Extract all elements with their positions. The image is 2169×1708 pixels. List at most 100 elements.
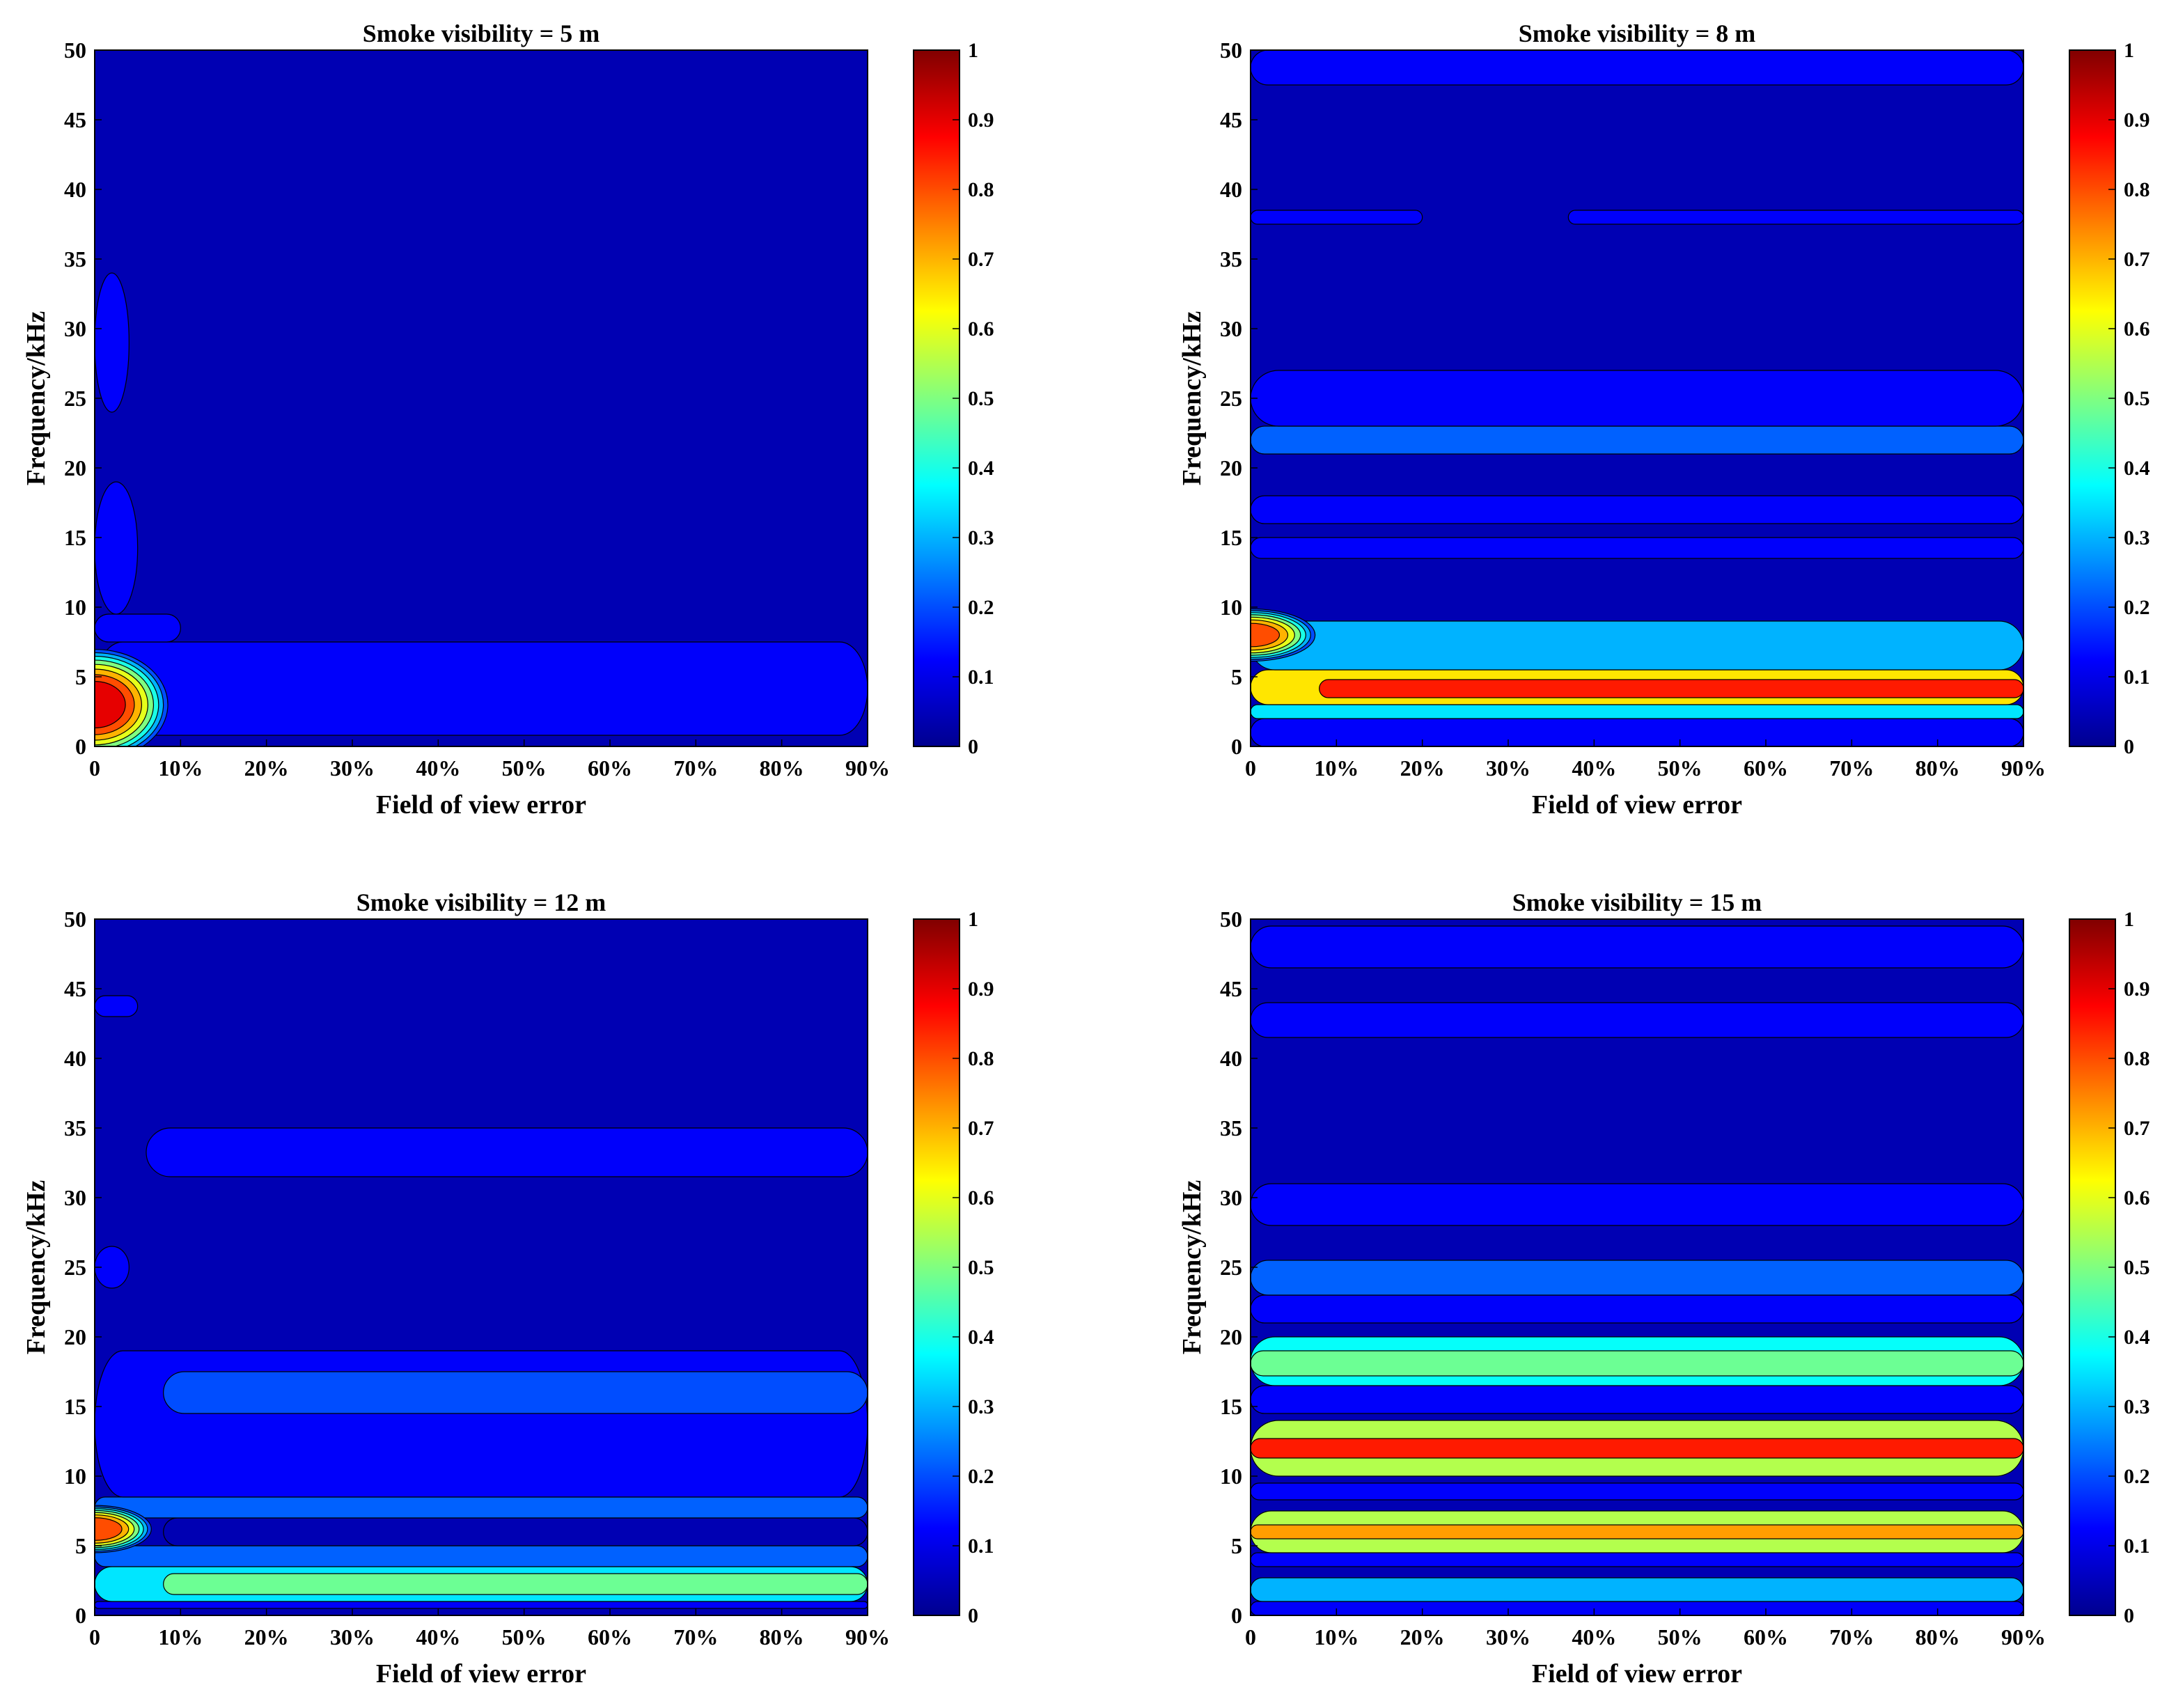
contour-band	[1251, 370, 2023, 427]
contour-band	[1567, 210, 2023, 225]
y-tick-label: 10	[1220, 595, 1242, 620]
colorbar-tick-label: 0.6	[2124, 1186, 2150, 1209]
colorbar-tick-label: 0	[2124, 735, 2134, 758]
y-tick-label: 15	[1220, 1394, 1242, 1419]
colorbar-tick-label: 1	[968, 908, 978, 931]
y-tick-label: 15	[64, 1394, 86, 1419]
y-tick-label: 30	[1220, 1185, 1242, 1210]
x-tick-label: 30%	[1486, 755, 1530, 781]
x-tick-label: 60%	[1744, 755, 1788, 781]
plot-area-4	[1250, 918, 2024, 1616]
colorbar-tick-label: 0.7	[2124, 1117, 2150, 1140]
contour-band	[1251, 1552, 2023, 1567]
x-tick-label: 50%	[1658, 1624, 1702, 1650]
colorbar-tick-label: 0.4	[2124, 1326, 2150, 1349]
x-tick-label: 70%	[1829, 1624, 1874, 1650]
y-tick-label: 20	[1220, 1324, 1242, 1349]
x-tick-label: 0	[1245, 1624, 1256, 1650]
contour-band	[1251, 537, 2023, 559]
contour-band	[1251, 1294, 2023, 1324]
colorbar-tick-label: 0.9	[2124, 978, 2150, 1001]
peak-contour	[1251, 622, 1281, 648]
y-tick-label: 5	[1231, 1533, 1242, 1558]
x-tick-label: 30%	[330, 1624, 375, 1650]
x-tick-label: 80%	[760, 755, 804, 781]
y-tick-label: 25	[64, 1255, 86, 1280]
colorbar-tick-label: 0.3	[968, 526, 994, 549]
colorbar-tick-label: 0	[2124, 1604, 2134, 1627]
x-tick-label: 60%	[588, 1624, 632, 1650]
x-tick-label: 0	[1245, 755, 1256, 781]
y-tick-label: 0	[1231, 1603, 1242, 1628]
axes-ticks-1: 0 10% 20% 30% 40% 50% 60% 70% 80% 90% 0 5 10 15 20 25 30…	[64, 38, 890, 781]
y-tick-label: 45	[1220, 976, 1242, 1001]
contour-band	[1251, 718, 2023, 746]
peak-contour	[95, 681, 126, 728]
colorbar-gradient	[913, 49, 960, 747]
colorbar-tick-label: 0.4	[968, 1326, 994, 1349]
x-tick-label: 90%	[845, 755, 890, 781]
colorbar-tick-label: 0.3	[2124, 526, 2150, 549]
y-tick-label: 50	[64, 907, 86, 932]
y-tick-label: 10	[1220, 1464, 1242, 1489]
colorbar-tick-label: 0.1	[968, 666, 994, 689]
y-tick-label: 40	[1220, 177, 1242, 202]
x-tick-label: 20%	[1400, 755, 1445, 781]
x-tick-label: 30%	[1486, 1624, 1530, 1650]
x-tick-label: 90%	[845, 1624, 890, 1650]
x-tick-label: 30%	[330, 755, 375, 781]
colorbar-tick-label: 0.2	[2124, 1465, 2150, 1488]
contour-band	[1251, 1260, 2023, 1296]
contour-band	[1251, 495, 2023, 524]
y-tick-label: 0	[75, 1603, 86, 1628]
panel-1: 0 10% 20% 30% 40% 50% 60% 70% 80% 90%051015202530…	[22, 19, 994, 820]
colorbar-tick-label: 0.7	[968, 248, 994, 271]
contour-band	[95, 1246, 130, 1289]
colorbar-tick-label: 1	[968, 39, 978, 62]
contour-band	[1251, 1524, 2023, 1539]
colorbar-tick-label: 0.8	[968, 178, 994, 201]
x-tick-label: 20%	[244, 755, 289, 781]
colorbar-2: 0 0.1 0.2 0.3 0.4 0.5 0.6 0.7 0.8 0.9 1	[2069, 39, 2150, 758]
contour-band	[163, 1573, 868, 1595]
colorbar-tick-label: 0.5	[2124, 1256, 2150, 1279]
colorbar-tick-label: 0.1	[2124, 1535, 2150, 1558]
y-tick-label: 0	[1231, 734, 1242, 759]
contour-band	[95, 481, 139, 615]
x-tick-label: 40%	[416, 1624, 460, 1650]
contour-band	[1251, 210, 1423, 225]
x-tick-label: 50%	[502, 755, 547, 781]
y-tick-label: 25	[1220, 386, 1242, 411]
x-tick-label: 80%	[1916, 755, 1960, 781]
contour-band	[1319, 679, 2023, 698]
plot-area-1	[94, 49, 868, 747]
y-tick-label: 30	[64, 1185, 86, 1210]
panel-4: 0 10% 20% 30% 40% 50% 60% 70% 80% 90%051015202530…	[1177, 888, 2150, 1689]
y-tick-label: 50	[64, 38, 86, 63]
x-tick-label: 60%	[1744, 1624, 1788, 1650]
colorbar-tick-label: 0.1	[2124, 666, 2150, 689]
y-tick-label: 5	[1231, 664, 1242, 689]
colorbar-1: 0 0.1 0.2 0.3 0.4 0.5 0.6 0.7 0.8 0.9 1	[913, 39, 994, 758]
x-tick-label: 90%	[2001, 1624, 2046, 1650]
panel-1-title: Smoke visibility = 5 m	[363, 19, 600, 47]
y-tick-label: 40	[64, 177, 86, 202]
colorbar-tick-label: 0.2	[968, 596, 994, 619]
y-tick-label: 40	[1220, 1046, 1242, 1071]
x-tick-label: 10%	[1314, 755, 1358, 781]
background-level	[95, 50, 868, 746]
y-tick-label: 50	[1220, 907, 1242, 932]
y-tick-label: 5	[75, 664, 86, 689]
contour-band	[95, 995, 139, 1017]
colorbar-tick-label: 1	[2124, 39, 2134, 62]
y-tick-label: 10	[64, 595, 86, 620]
colorbar-3: 0 0.1 0.2 0.3 0.4 0.5 0.6 0.7 0.8 0.9 1	[913, 908, 994, 1627]
x-tick-label: 50%	[502, 1624, 547, 1650]
colorbar-gradient	[2069, 49, 2116, 747]
axes-ticks-2: 0 10% 20% 30% 40% 50% 60% 70% 80% 90% 0 5 10 15 20 25 30…	[1220, 38, 2046, 781]
contour-band	[1251, 925, 2023, 969]
contour-band	[163, 1517, 868, 1546]
colorbar-tick-label: 0.9	[968, 109, 994, 132]
colorbar-tick-label: 0.8	[2124, 178, 2150, 201]
